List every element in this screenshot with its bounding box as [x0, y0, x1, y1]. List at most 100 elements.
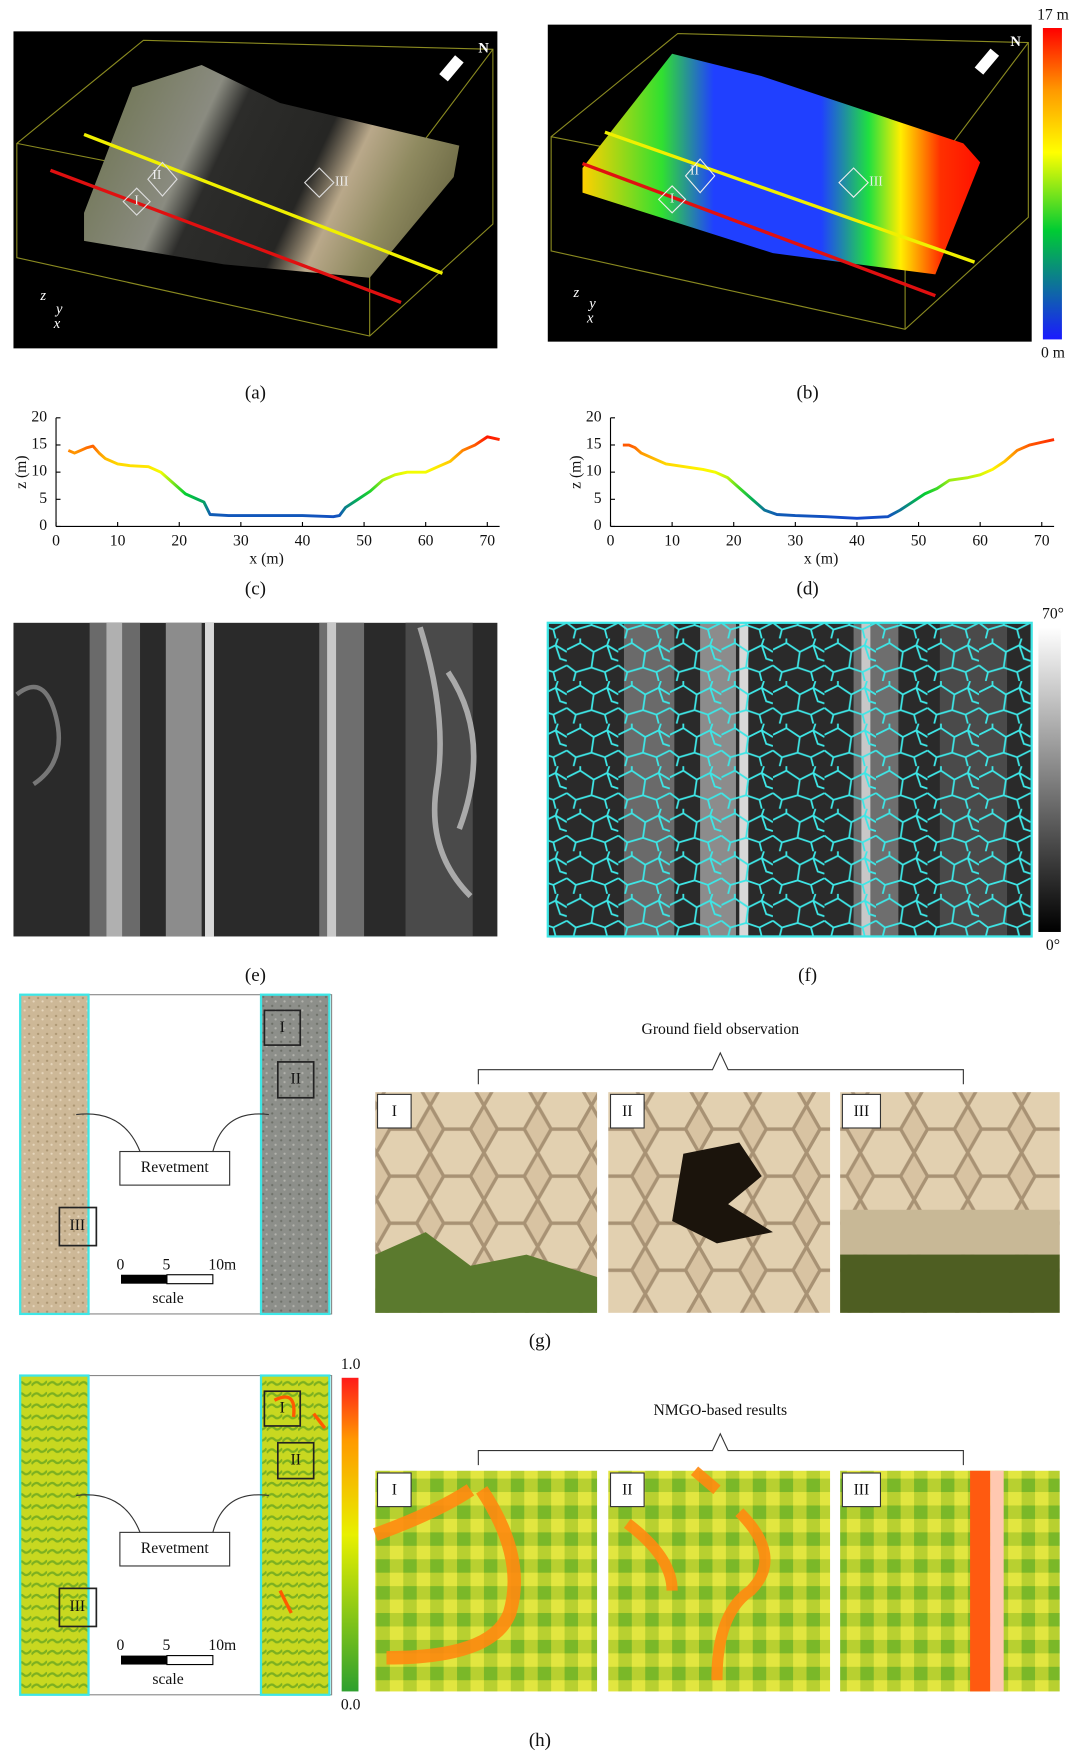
colorbar-label: 0 m — [1041, 345, 1065, 362]
x-tick-label: 60 — [972, 533, 988, 550]
scale-tick-label: 5 — [162, 1256, 170, 1273]
x-tick-label: 10 — [110, 533, 126, 550]
axis-letter: x — [586, 311, 594, 327]
colorbar-label: 70° — [1042, 606, 1064, 623]
panel-label: (d) — [797, 579, 819, 600]
scale-bar — [167, 1656, 213, 1665]
revetment-strip — [261, 995, 329, 1314]
photo-label: III — [854, 1482, 870, 1499]
x-tick-label: 20 — [726, 533, 742, 550]
region-label: III — [335, 174, 348, 189]
figure: I II III N z y x (a) I II III N z y x (b… — [0, 0, 1081, 1762]
x-tick-label: 50 — [911, 533, 927, 550]
panel-label: (f) — [798, 965, 817, 986]
y-tick-label: 15 — [586, 436, 602, 453]
y-tick-label: 5 — [594, 490, 602, 507]
scale-label: scale — [152, 1290, 183, 1307]
superpixel-map — [548, 623, 1032, 937]
revetment-label: Revetment — [141, 1159, 210, 1176]
x-axis-label: x (m) — [804, 551, 838, 568]
panel-label: (b) — [797, 383, 819, 404]
colorbar-label: 1.0 — [341, 1356, 361, 1373]
scale-label: scale — [152, 1671, 183, 1688]
colorbar-label: 17 m — [1037, 6, 1069, 23]
x-tick-label: 50 — [356, 533, 372, 550]
region-label: I — [280, 1019, 285, 1036]
y-axis-label: z (m) — [13, 455, 30, 489]
x-tick-label: 70 — [479, 533, 495, 550]
region-label: III — [69, 1217, 85, 1234]
north-label: N — [1010, 34, 1021, 50]
region-label: III — [869, 174, 882, 189]
revetment-strip — [20, 995, 88, 1314]
x-tick-label: 30 — [233, 533, 249, 550]
region-label: II — [291, 1070, 301, 1087]
y-tick-label: 10 — [31, 463, 47, 480]
region-label: II — [291, 1451, 301, 1468]
axis-letter: z — [39, 288, 46, 304]
scale-tick-label: 0 — [117, 1637, 125, 1654]
profile-line — [623, 440, 1054, 519]
scale-tick-label: 0 — [117, 1256, 125, 1273]
photo-label: III — [854, 1103, 870, 1120]
colorbar — [1043, 28, 1062, 339]
y-tick-label: 5 — [39, 490, 47, 507]
colorbar-label: 0.0 — [341, 1697, 361, 1714]
scale-tick-label: 10m — [208, 1637, 236, 1654]
photo-label: I — [392, 1103, 397, 1120]
x-tick-label: 40 — [849, 533, 865, 550]
x-tick-label: 10 — [664, 533, 680, 550]
region-label: II — [690, 162, 699, 177]
x-tick-label: 20 — [171, 533, 187, 550]
panel-label: (a) — [245, 383, 266, 404]
x-tick-label: 0 — [607, 533, 615, 550]
y-tick-label: 15 — [31, 436, 47, 453]
north-label: N — [478, 41, 489, 57]
colorbar — [342, 1378, 359, 1692]
field-photos — [375, 1092, 1059, 1313]
panel-label: (g) — [529, 1330, 551, 1351]
axis-letter: z — [573, 285, 580, 301]
x-tick-label: 30 — [787, 533, 803, 550]
photo-label: I — [392, 1482, 397, 1499]
revetment-strip — [20, 1376, 88, 1695]
caption: NMGO-based results — [653, 1402, 787, 1419]
x-axis-label: x (m) — [249, 551, 283, 568]
scale-bar — [121, 1275, 167, 1284]
region-label: III — [69, 1598, 85, 1615]
photo-label: II — [622, 1482, 632, 1499]
y-tick-label: 0 — [39, 517, 47, 534]
result-maps — [375, 1471, 1059, 1692]
scale-bar — [167, 1275, 213, 1284]
y-tick-label: 20 — [31, 408, 47, 425]
caption: Ground field observation — [642, 1021, 800, 1038]
slope-map — [13, 623, 497, 937]
region-label: II — [152, 167, 161, 182]
colorbar-label: 0° — [1046, 937, 1060, 954]
axis-letter: x — [53, 316, 61, 332]
scale-tick-label: 10m — [208, 1256, 236, 1273]
revetment-label: Revetment — [141, 1540, 210, 1557]
region-label: I — [280, 1400, 285, 1417]
panel-label: (h) — [529, 1730, 551, 1751]
photo-label: II — [622, 1103, 632, 1120]
y-tick-label: 10 — [586, 463, 602, 480]
y-tick-label: 0 — [594, 517, 602, 534]
panel-label: (e) — [245, 965, 266, 986]
y-tick-label: 20 — [586, 408, 602, 425]
region-label: I — [134, 193, 138, 208]
x-tick-label: 70 — [1034, 533, 1050, 550]
colorbar — [1038, 627, 1060, 932]
x-tick-label: 60 — [418, 533, 434, 550]
x-tick-label: 0 — [52, 533, 60, 550]
panel-label: (c) — [245, 579, 266, 600]
profile-line — [68, 437, 499, 517]
bracket — [478, 1053, 963, 1084]
scale-bar — [121, 1656, 167, 1665]
region-label: I — [670, 190, 674, 205]
page: { "chart_data": [ {"type": "line", "labe… — [0, 0, 1081, 1762]
x-tick-label: 40 — [295, 533, 311, 550]
y-axis-label: z (m) — [567, 455, 584, 489]
scale-tick-label: 5 — [162, 1637, 170, 1654]
bracket — [478, 1434, 963, 1465]
